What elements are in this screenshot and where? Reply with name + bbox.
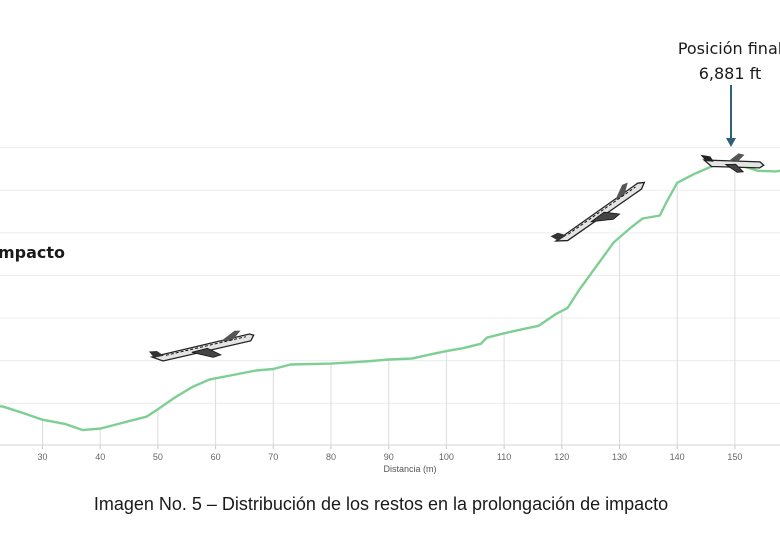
- x-tick-label: 110: [497, 452, 511, 462]
- x-tick-label: 120: [554, 452, 569, 462]
- x-tick-labels: 30 40 50 60 70 80 90 100 110 120 130 140 150: [37, 452, 742, 462]
- x-tick-label: 40: [95, 452, 105, 462]
- x-tick-label: 150: [727, 452, 742, 462]
- final-position-arrow: [726, 85, 736, 147]
- final-position-altitude: 6,881 ft: [698, 64, 762, 83]
- x-tick-label: 70: [268, 452, 278, 462]
- impact-label: Impacto: [0, 243, 65, 262]
- x-tick-label: 80: [326, 452, 336, 462]
- x-axis-label: Distancia (m): [383, 464, 436, 474]
- final-position-annotation: Posición final 6,881 ft: [660, 36, 780, 86]
- x-tick-label: 30: [37, 452, 47, 462]
- final-position-label: Posición final: [677, 39, 780, 58]
- x-tick-label: 140: [670, 452, 685, 462]
- x-tick-label: 60: [211, 452, 221, 462]
- x-tick-label: 100: [439, 452, 454, 462]
- terrain-profile-line: [0, 162, 780, 432]
- figure-caption: Imagen No. 5 – Distribución de los resto…: [93, 494, 669, 514]
- x-tick-label: 90: [384, 452, 394, 462]
- vertical-gridlines: [42, 164, 736, 449]
- x-tick-label: 50: [153, 452, 163, 462]
- horizontal-gridlines: [0, 147, 780, 404]
- aircraft-debris-1-icon: [148, 330, 255, 362]
- x-tick-label: 130: [612, 452, 627, 462]
- aircraft-debris-final-icon: [700, 153, 765, 173]
- aircraft-debris-2-icon: [550, 181, 646, 242]
